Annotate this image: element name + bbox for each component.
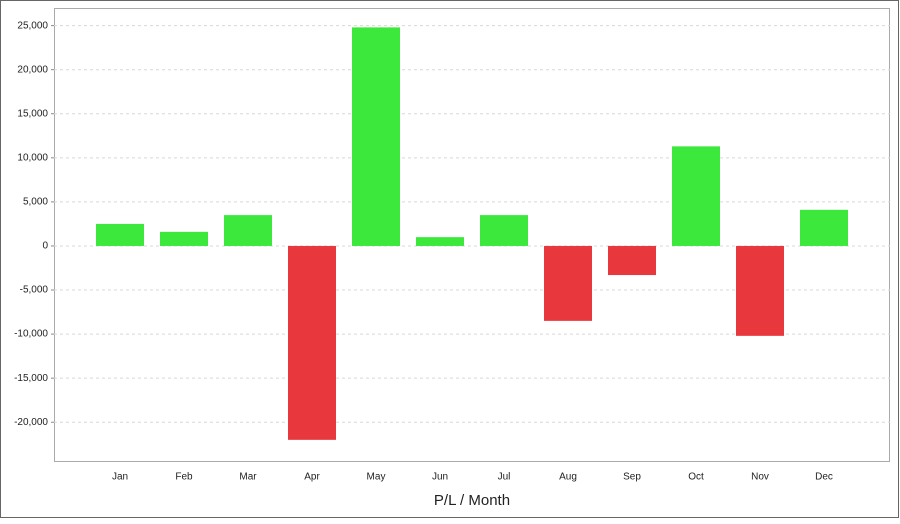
x-tick-label: Sep <box>623 472 641 483</box>
y-tick-label: 5,000 <box>23 197 48 208</box>
y-tick-label: 20,000 <box>17 64 48 75</box>
y-tick-label: -20,000 <box>14 417 48 428</box>
bar <box>416 237 464 246</box>
x-tick-label: May <box>367 472 386 483</box>
y-tick-label: -5,000 <box>20 285 49 296</box>
bar <box>352 27 400 246</box>
bar <box>736 245 784 336</box>
y-tick-label: 10,000 <box>17 152 48 163</box>
x-tick-label: Mar <box>239 472 257 483</box>
y-tick-label: 0 <box>42 241 48 252</box>
bar <box>96 223 144 246</box>
x-tick-label: Jul <box>498 472 511 483</box>
y-tick-label: -15,000 <box>14 373 48 384</box>
x-tick-label: Jun <box>432 472 448 483</box>
x-tick-label: Dec <box>815 472 833 483</box>
x-axis-label: P/L / Month <box>434 492 510 509</box>
bar <box>800 209 848 246</box>
bar <box>224 215 272 246</box>
y-tick-label: 25,000 <box>17 20 48 31</box>
bar <box>672 146 720 246</box>
bar <box>544 245 592 321</box>
x-tick-label: Apr <box>304 472 320 483</box>
y-tick-label: -10,000 <box>14 329 48 340</box>
bar <box>480 215 528 246</box>
bar <box>608 245 656 276</box>
bar <box>288 245 336 440</box>
x-tick-label: Aug <box>559 472 577 483</box>
x-tick-label: Nov <box>751 472 769 483</box>
x-tick-label: Feb <box>175 472 193 483</box>
y-tick-label: 15,000 <box>17 108 48 119</box>
bar <box>160 231 208 246</box>
x-tick-label: Oct <box>688 472 704 483</box>
x-tick-label: Jan <box>112 472 128 483</box>
